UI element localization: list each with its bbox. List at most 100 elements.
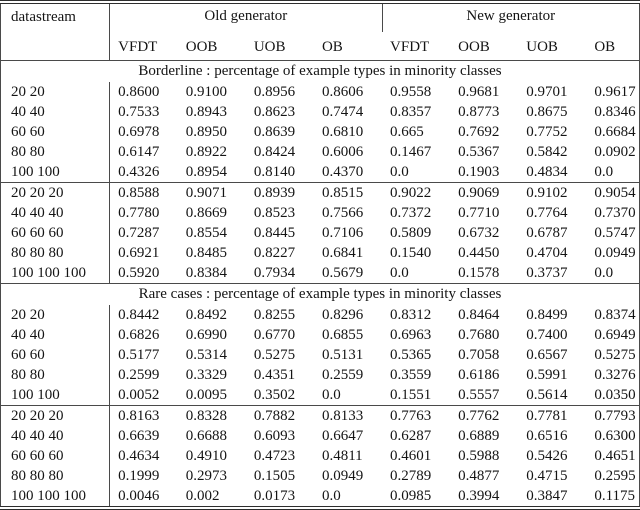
value-cell: 0.8442: [118, 306, 160, 323]
section-title: Borderline : percentage of example types…: [0, 60, 640, 82]
value-cell: 0.0: [321, 487, 341, 504]
value-cell: 0.8515: [313, 182, 383, 203]
value-cell: 0.8922: [185, 143, 227, 160]
value-cell: 0.6300: [594, 427, 636, 444]
value-cell: 0.6567: [526, 346, 568, 363]
value-cell: 0.7680: [458, 326, 500, 343]
col-header-vfdt-old: VFDT: [118, 39, 158, 56]
value-cell: 0.2973: [185, 467, 227, 484]
value-cell: 0.3276: [594, 366, 636, 383]
value-cell: 0.7793: [586, 405, 640, 426]
value-cell: 0.2595: [594, 467, 636, 484]
value-cell: 0.8588: [109, 182, 178, 203]
value-cell: 0.6287: [390, 427, 432, 444]
table-row: 60 60 60 0.4634 0.4910 0.4723 0.4811 0.4601 0.…: [0, 446, 640, 466]
value-cell: 0.5367: [458, 143, 500, 160]
value-cell: 0.8939: [245, 182, 314, 203]
col-group-old-generator: Old generator: [204, 8, 288, 24]
value-cell: 0.7781: [518, 405, 587, 426]
table-row: 20 20 0.8442 0.8492 0.8255 0.8296 0.8312 0.846…: [0, 305, 640, 325]
value-cell: 0.0052: [118, 386, 160, 403]
value-cell: 0.8554: [185, 224, 227, 241]
value-cell: 0.6810: [321, 123, 364, 140]
value-cell: 0.8328: [177, 405, 246, 426]
datastream-cell: 80 80 80: [0, 466, 111, 486]
value-cell: 0.8600: [118, 83, 160, 100]
datastream-cell: 20 20: [0, 82, 111, 102]
table-row: 20 20 20 0.8163 0.8328 0.7882 0.8133 0.7763 0.…: [0, 405, 640, 426]
value-cell: 0.2789: [390, 467, 432, 484]
value-cell: 0.7106: [321, 224, 364, 241]
value-cell: 0.5177: [118, 346, 160, 363]
value-cell: 0.0: [594, 264, 614, 281]
value-cell: 0.4834: [526, 163, 568, 180]
value-cell: 0.8623: [253, 103, 296, 120]
datastream-cell: 80 80: [0, 142, 111, 162]
value-cell: 0.9102: [518, 182, 587, 203]
value-cell: 0.7566: [321, 204, 364, 221]
value-cell: 0.7752: [526, 123, 568, 140]
value-cell: 0.8357: [390, 103, 432, 120]
value-cell: 0.9100: [185, 83, 227, 100]
datastream-cell: 40 40 40: [0, 203, 111, 223]
value-cell: 0.8346: [594, 103, 636, 120]
value-cell: 0.9054: [586, 182, 640, 203]
value-cell: 0.7474: [321, 103, 364, 120]
value-cell: 0.0: [390, 264, 409, 281]
value-cell: 0.9558: [390, 83, 432, 100]
value-cell: 0.6688: [185, 427, 227, 444]
datastream-cell: 20 20 20: [0, 405, 111, 426]
value-cell: 0.8950: [185, 123, 227, 140]
datastream-cell: 60 60: [0, 345, 111, 365]
value-cell: 0.5809: [390, 224, 432, 241]
value-cell: 0.6186: [458, 366, 500, 383]
value-cell: 0.7763: [382, 405, 451, 426]
col-header-uob-old: UOB: [253, 39, 286, 56]
value-cell: 0.1903: [458, 163, 500, 180]
value-cell: 0.7533: [118, 103, 160, 120]
datastream-cell: 40 40: [0, 102, 111, 122]
value-cell: 0.4910: [185, 447, 227, 464]
value-cell: 0.0985: [390, 487, 432, 504]
table-row: 40 40 0.7533 0.8943 0.8623 0.7474 0.8357 0.877…: [0, 102, 640, 122]
section-title: Rare cases : percentage of example types…: [0, 283, 640, 305]
value-cell: 0.8133: [313, 405, 383, 426]
value-cell: 0.1175: [594, 487, 636, 504]
value-cell: 0.9071: [177, 182, 246, 203]
table-row: 80 80 80 0.1999 0.2973 0.1505 0.0949 0.2789 0.…: [0, 466, 640, 486]
value-cell: 0.6147: [118, 143, 160, 160]
table-row: 20 20 20 0.8588 0.9071 0.8939 0.8515 0.9022 0.…: [0, 182, 640, 203]
datastream-cell: 60 60 60: [0, 223, 111, 243]
value-cell: 0.8669: [185, 204, 227, 221]
value-cell: 0.1578: [458, 264, 500, 281]
value-cell: 0.4450: [458, 244, 500, 261]
value-cell: 0.5747: [594, 224, 636, 241]
value-cell: 0.7934: [253, 264, 296, 281]
value-cell: 0.3737: [526, 264, 568, 281]
value-cell: 0.5426: [526, 447, 568, 464]
section-header-row: Rare cases : percentage of example types…: [0, 283, 640, 305]
datastream-cell: 60 60 60: [0, 446, 111, 466]
table-row: 60 60 0.6978 0.8950 0.8639 0.6810 0.665 0.7692…: [0, 122, 640, 142]
value-cell: 0.7287: [118, 224, 160, 241]
value-cell: 0.8956: [253, 83, 296, 100]
value-cell: 0.7762: [450, 405, 519, 426]
value-cell: 0.8606: [321, 83, 364, 100]
datastream-cell: 100 100 100: [0, 263, 111, 284]
value-cell: 0.0902: [594, 143, 636, 160]
value-cell: 0.6093: [253, 427, 296, 444]
value-cell: 0.6990: [185, 326, 227, 343]
table-row: 100 100 0.4326 0.8954 0.8140 0.4370 0.0 0.1903…: [0, 162, 640, 183]
value-cell: 0.6516: [526, 427, 568, 444]
value-cell: 0.4877: [458, 467, 500, 484]
value-cell: 0.6841: [321, 244, 364, 261]
sub-header-row: VFDT OOB UOB OB VFDT OOB UOB OB: [1, 32, 640, 61]
col-group-new-generator: New generator: [381, 2, 640, 32]
value-cell: 0.5314: [185, 346, 227, 363]
table-row: 60 60 0.5177 0.5314 0.5275 0.5131 0.5365 0.705…: [0, 345, 640, 365]
value-cell: 0.3994: [458, 487, 500, 504]
value-cell: 0.4601: [390, 447, 432, 464]
value-cell: 0.6978: [118, 123, 160, 140]
value-cell: 0.5557: [458, 386, 500, 403]
value-cell: 0.5365: [390, 346, 432, 363]
